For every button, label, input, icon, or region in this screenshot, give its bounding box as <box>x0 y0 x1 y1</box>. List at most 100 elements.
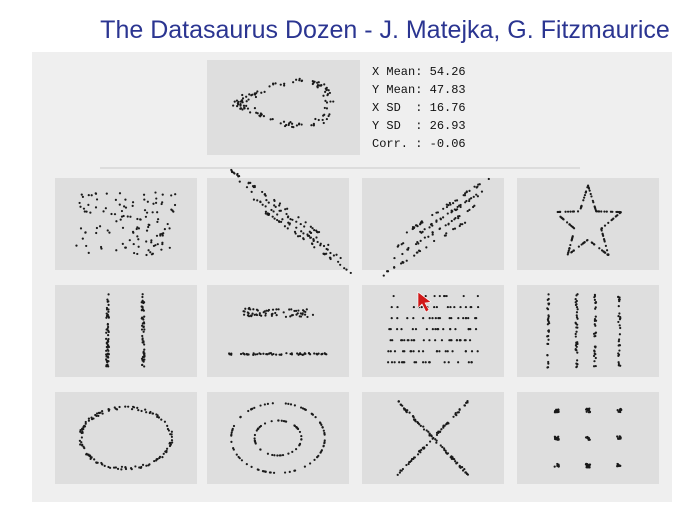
dot <box>259 115 262 118</box>
dot <box>332 254 335 257</box>
dot <box>260 314 263 317</box>
dot <box>142 356 145 359</box>
dot <box>106 345 109 349</box>
dot <box>103 464 106 467</box>
dot <box>455 462 458 465</box>
dot <box>295 447 298 451</box>
dot <box>399 262 403 265</box>
dot <box>154 201 158 204</box>
thumbnail <box>362 178 504 270</box>
dot <box>150 239 153 242</box>
dot <box>169 441 172 445</box>
dot <box>454 413 457 416</box>
dot <box>618 324 621 327</box>
dot <box>427 430 430 433</box>
dot <box>316 231 319 234</box>
dot <box>387 350 390 353</box>
dot <box>272 210 275 213</box>
dot <box>605 210 608 213</box>
dot <box>594 208 597 211</box>
dot <box>421 361 425 364</box>
dot <box>82 207 86 210</box>
dot <box>322 252 325 255</box>
dot <box>243 107 246 110</box>
dot <box>270 208 273 212</box>
dot <box>413 339 416 342</box>
dot <box>290 314 293 317</box>
dot <box>75 244 78 247</box>
dot <box>547 297 550 301</box>
dot <box>105 358 108 361</box>
dot <box>415 251 419 254</box>
dot <box>278 353 281 356</box>
dot <box>241 97 245 100</box>
dot <box>410 339 413 342</box>
dot <box>278 220 281 223</box>
dot <box>252 352 255 355</box>
dot <box>114 198 117 201</box>
dot <box>476 195 479 198</box>
dot <box>576 323 579 326</box>
dot <box>143 352 146 355</box>
dot <box>411 227 414 231</box>
dot <box>137 409 140 412</box>
dot <box>425 429 428 432</box>
dot <box>618 344 621 347</box>
dot <box>419 424 422 428</box>
dot <box>449 328 452 331</box>
dot <box>443 294 446 298</box>
dot <box>454 328 457 331</box>
dot <box>154 191 157 194</box>
dot <box>248 306 251 310</box>
dot <box>322 429 325 432</box>
dot <box>407 462 410 466</box>
dot <box>274 205 277 208</box>
dot <box>85 453 88 456</box>
dot <box>271 215 274 218</box>
dot <box>310 124 313 127</box>
dot <box>566 210 570 213</box>
dot <box>309 462 312 465</box>
dot <box>95 412 99 415</box>
dot <box>144 408 147 411</box>
dot <box>439 217 442 220</box>
dot <box>271 118 274 121</box>
dot <box>421 350 425 353</box>
dot <box>458 204 461 207</box>
dot <box>556 408 559 412</box>
dot <box>254 95 258 99</box>
dot <box>142 325 145 328</box>
dot <box>594 364 597 368</box>
dot <box>419 223 422 226</box>
dot <box>143 343 146 346</box>
dot <box>119 218 122 221</box>
dot <box>448 201 451 205</box>
dot <box>126 215 129 218</box>
dot <box>289 218 292 221</box>
thumbnail <box>362 285 504 377</box>
dot <box>310 242 314 245</box>
dot <box>450 457 454 461</box>
dot <box>238 180 241 183</box>
dot <box>140 324 144 327</box>
dot <box>160 248 163 251</box>
thumbnail <box>55 178 197 270</box>
dot <box>433 305 436 309</box>
dot <box>431 231 434 234</box>
stat-line: X Mean: 54.26 <box>372 65 466 79</box>
dot <box>87 251 90 254</box>
dot <box>574 298 577 301</box>
dot <box>102 210 105 213</box>
dot <box>253 107 257 110</box>
dot <box>107 337 110 341</box>
dot <box>145 240 148 243</box>
dot <box>457 317 460 320</box>
dot <box>250 465 253 468</box>
dot <box>304 221 307 224</box>
dot <box>299 312 302 315</box>
dot <box>89 211 92 214</box>
dot <box>275 313 278 317</box>
dot <box>322 94 325 97</box>
dot <box>318 84 321 87</box>
dot <box>440 339 444 342</box>
